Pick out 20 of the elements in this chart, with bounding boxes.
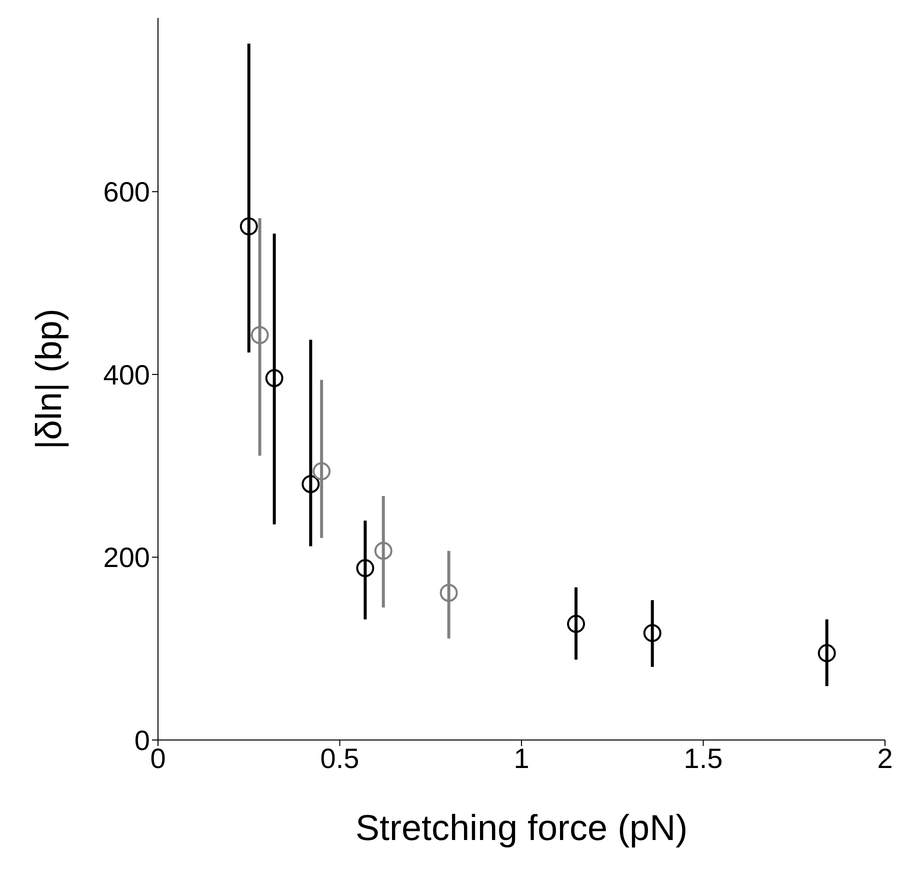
point (265, 369, 284, 388)
point (356, 559, 374, 578)
point (374, 542, 392, 560)
point (240, 217, 258, 236)
x-tick-label: 1.5 (684, 742, 723, 774)
x-tick-label: 2 (877, 742, 893, 774)
point (302, 475, 320, 494)
y-tick-label: 200 (103, 542, 150, 574)
y-tick-label: 600 (103, 176, 150, 208)
point (643, 624, 662, 642)
point (250, 326, 269, 344)
point (312, 462, 331, 480)
point (440, 584, 458, 602)
x-axis-title: Stretching force (pN) (355, 807, 688, 848)
point (818, 644, 836, 662)
x-tick-label: 0.5 (320, 742, 360, 774)
x-tick-label: 1 (514, 742, 530, 774)
y-axis-title: |δln| (bp) (28, 308, 69, 450)
y-tick-label: 400 (103, 359, 150, 390)
point (567, 614, 586, 633)
